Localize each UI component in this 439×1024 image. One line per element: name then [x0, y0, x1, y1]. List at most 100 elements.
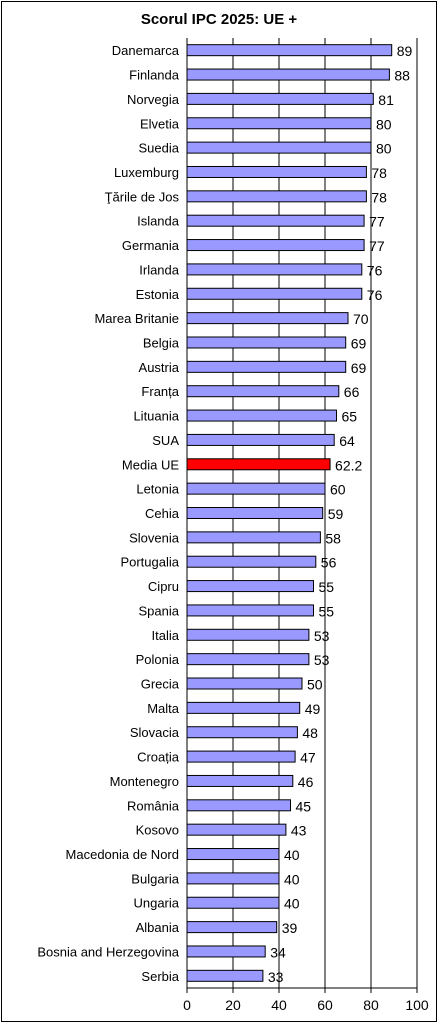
- value-label: 60: [330, 482, 346, 498]
- category-label: Germania: [122, 238, 180, 253]
- value-label: 78: [371, 165, 387, 181]
- category-label: Bulgaria: [131, 871, 179, 886]
- value-label: 40: [284, 896, 300, 912]
- bar: [186, 531, 321, 544]
- bar: [186, 409, 337, 422]
- value-label: 89: [397, 43, 413, 59]
- value-label: 70: [353, 311, 369, 327]
- bar: [186, 44, 393, 57]
- category-label: Franța: [141, 384, 179, 399]
- value-label: 76: [367, 287, 383, 303]
- value-label: 55: [319, 579, 335, 595]
- value-label: 69: [351, 335, 367, 351]
- category-label: Malta: [147, 701, 180, 716]
- bar: [186, 117, 372, 130]
- category-label: Polonia: [136, 652, 180, 667]
- bar: [186, 750, 296, 763]
- category-label: Macedonia de Nord: [66, 847, 179, 862]
- category-label: România: [127, 798, 180, 813]
- value-label: 33: [268, 969, 284, 985]
- category-label: Belgia: [143, 335, 180, 350]
- value-label: 46: [298, 774, 314, 790]
- bar: [186, 336, 347, 349]
- category-label: Elvetia: [140, 116, 180, 131]
- bar: [186, 580, 314, 593]
- category-label: Suedia: [139, 141, 180, 156]
- category-label: Austria: [139, 360, 180, 375]
- value-label: 49: [305, 701, 321, 717]
- value-label: 62.2: [335, 457, 362, 473]
- category-label: Spania: [139, 603, 180, 618]
- bar: [186, 555, 317, 568]
- category-label: Irlanda: [139, 262, 180, 277]
- category-label: Portugalia: [120, 555, 179, 570]
- x-tick-label: 100: [405, 997, 429, 1013]
- category-label: Kosovo: [136, 823, 179, 838]
- bar: [186, 385, 340, 398]
- category-label: Letonia: [136, 482, 179, 497]
- category-label: Islanda: [137, 214, 180, 229]
- category-label: Estonia: [136, 287, 180, 302]
- chart-title: Scorul IPC 2025: UE +: [141, 11, 298, 28]
- bar: [186, 92, 374, 105]
- bar: [186, 68, 390, 81]
- bar: [186, 604, 314, 617]
- bar: [186, 677, 303, 690]
- category-label: Lituania: [133, 409, 179, 424]
- bar: [186, 774, 294, 787]
- category-label: Ţările de Jos: [105, 189, 180, 204]
- category-label: Marea Britanie: [94, 311, 179, 326]
- value-label: 59: [328, 506, 344, 522]
- value-label: 80: [376, 141, 392, 157]
- value-label: 43: [291, 823, 307, 839]
- value-label: 58: [325, 530, 341, 546]
- bar: [186, 360, 347, 373]
- value-label: 76: [367, 262, 383, 278]
- value-label: 64: [339, 433, 355, 449]
- value-label: 80: [376, 116, 392, 132]
- value-label: 88: [394, 68, 410, 84]
- category-label: Ungaria: [133, 896, 179, 911]
- value-label: 65: [342, 409, 358, 425]
- value-label: 40: [284, 871, 300, 887]
- bar: [186, 921, 278, 934]
- bar: [186, 945, 266, 958]
- value-label: 77: [369, 238, 385, 254]
- value-label: 66: [344, 384, 360, 400]
- bar: [186, 823, 287, 836]
- bar: [186, 482, 326, 495]
- bar: [186, 312, 349, 325]
- bar: [186, 214, 365, 227]
- bar: [186, 969, 264, 982]
- value-label: 69: [351, 360, 367, 376]
- x-tick-label: 20: [225, 997, 241, 1013]
- value-label: 39: [282, 920, 298, 936]
- bar: [186, 433, 335, 446]
- x-tick-label: 60: [317, 997, 333, 1013]
- bar: [186, 287, 363, 300]
- value-label: 34: [270, 944, 286, 960]
- category-label: Cehia: [145, 506, 180, 521]
- category-label: Slovacia: [130, 725, 180, 740]
- category-label: Media UE: [122, 457, 179, 472]
- x-tick-label: 80: [363, 997, 379, 1013]
- category-label: Serbia: [141, 969, 179, 984]
- x-tick-label: 0: [183, 997, 191, 1013]
- bar: [186, 628, 310, 641]
- category-label: Luxemburg: [114, 165, 179, 180]
- category-label: SUA: [152, 433, 179, 448]
- value-label: 45: [296, 798, 312, 814]
- axes: Danemarca Finlanda Norvegia Elvetia Suedia Lu…: [37, 38, 429, 1013]
- bar: [186, 799, 291, 812]
- bar: [186, 653, 310, 666]
- value-label: 47: [300, 750, 316, 766]
- value-label: 55: [319, 603, 335, 619]
- bar: [186, 896, 280, 909]
- bar: [186, 239, 365, 252]
- category-label: Montenegro: [110, 774, 179, 789]
- value-label: 53: [314, 628, 330, 644]
- bar: [186, 726, 298, 739]
- category-label: Italia: [152, 628, 180, 643]
- value-label: 81: [378, 92, 394, 108]
